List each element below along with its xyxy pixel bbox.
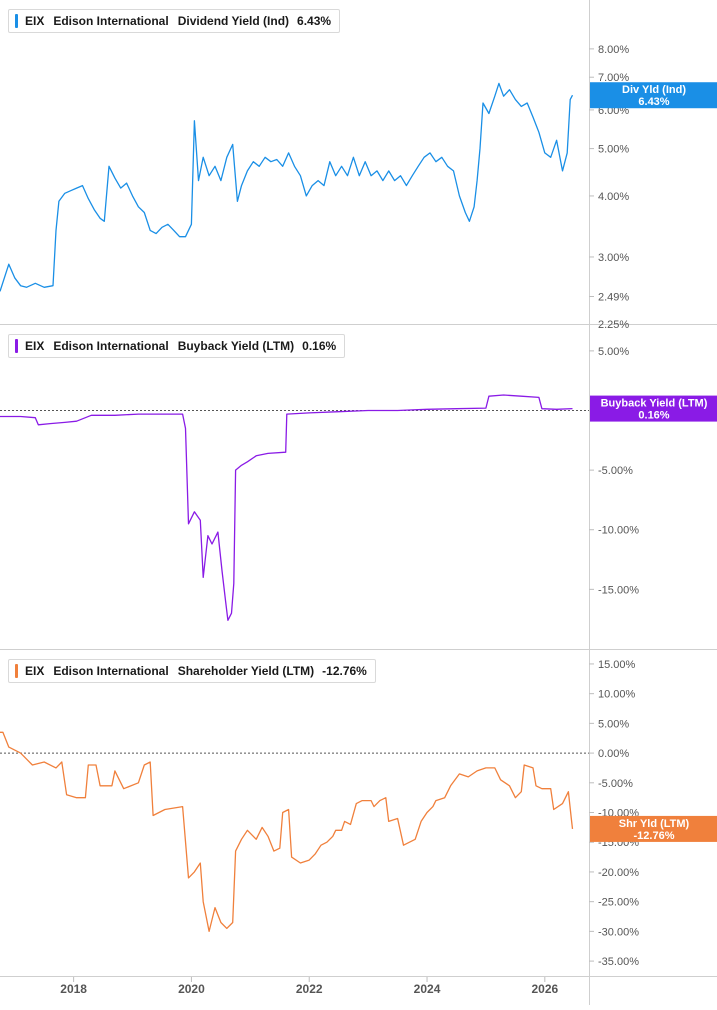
legend-swatch-buyback [15,339,18,353]
legend-swatch-dividend [15,14,18,28]
y-tick-label: 2.25% [598,319,629,331]
y-tick-label: 5.00% [598,346,629,358]
x-tick-label: 2026 [531,982,558,996]
y-tick-label: -10.00% [598,525,639,537]
series-line [0,731,574,933]
legend-company: Edison International [53,14,169,28]
y-tick-label: 0.00% [598,748,629,760]
y-tick-label: -20.00% [598,867,639,879]
last-value-badge [590,82,717,109]
badge-value: 6.43% [638,96,669,108]
legend-value: 6.43% [297,14,332,28]
y-tick-label: 10.00% [598,689,636,701]
badge-label: Buyback Yield (LTM) [601,398,708,410]
legend-ticker: EIX [25,664,45,678]
legend-value: -12.76% [322,664,367,678]
y-tick-label: -5.00% [598,465,633,477]
y-tick-label: -15.00% [598,584,639,596]
badge-label: Shr Yld (LTM) [619,818,690,830]
y-tick-label: 3.00% [598,252,629,264]
badge-label: Div Yld (Ind) [622,84,686,96]
y-tick-label: 5.00% [598,718,629,730]
last-value-badge [590,395,717,422]
last-value-badge [590,815,717,842]
y-tick-label: 4.00% [598,191,629,203]
legend-shareholder-yield: EIX Edison International Shareholder Yie… [8,659,376,683]
y-tick-label: 5.00% [598,144,629,156]
legend-dividend-yield: EIX Edison International Dividend Yield … [8,9,341,33]
series-line [0,394,573,621]
legend-ticker: EIX [25,339,45,353]
legend-swatch-shareholder [15,664,18,678]
y-tick-label: -30.00% [598,926,639,938]
legend-metric: Shareholder Yield (LTM) [177,664,315,678]
legend-buyback-yield: EIX Edison International Buyback Yield (… [8,334,346,358]
y-tick-label: -5.00% [598,778,633,790]
series-line [0,82,574,292]
legend-metric: Buyback Yield (LTM) [177,339,295,353]
legend-company: Edison International [53,664,169,678]
x-tick-label: 2020 [178,982,205,996]
badge-value: 0.16% [638,410,669,422]
y-tick-label: 7.00% [598,72,629,84]
y-tick-label: -35.00% [598,956,639,968]
y-tick-label: 8.00% [598,44,629,56]
badge-value: -12.76% [634,830,675,842]
x-tick-label: 2022 [296,982,323,996]
x-tick-label: 2018 [60,982,87,996]
legend-value: 0.16% [302,339,337,353]
y-tick-label: 15.00% [598,659,636,671]
legend-ticker: EIX [25,14,45,28]
y-tick-label: 2.49% [598,291,629,303]
legend-company: Edison International [53,339,169,353]
y-tick-label: -25.00% [598,897,639,909]
x-tick-label: 2024 [414,982,441,996]
legend-metric: Dividend Yield (Ind) [177,14,290,28]
